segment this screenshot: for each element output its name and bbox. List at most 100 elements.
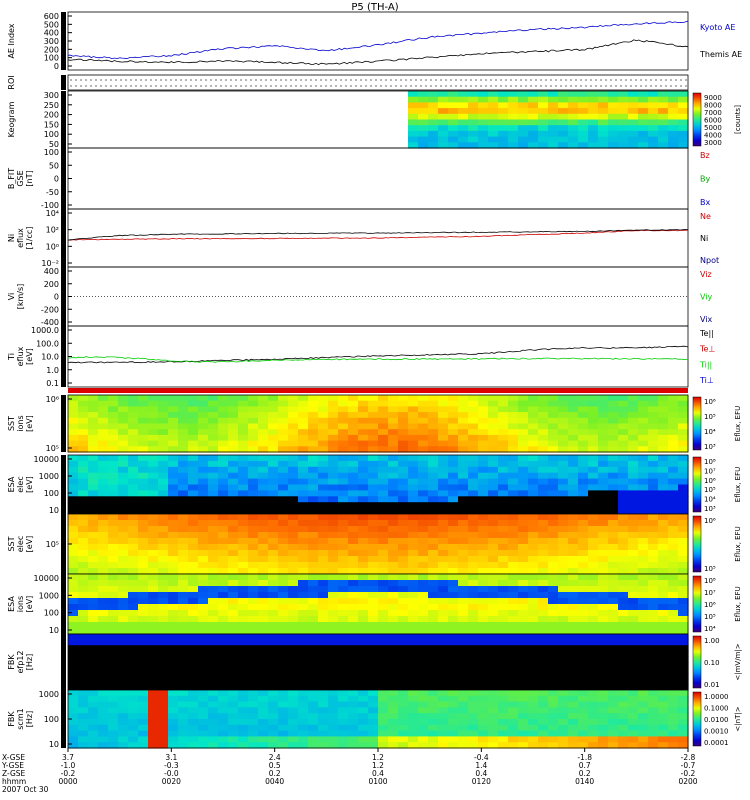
heat-cell — [528, 102, 539, 109]
heat-cell — [448, 455, 459, 462]
heat-cell — [608, 713, 619, 720]
heat-cell — [188, 678, 199, 685]
heat-cell — [588, 598, 599, 605]
heat-cell — [308, 724, 319, 732]
heat-cell — [638, 102, 649, 109]
heat-cell — [308, 713, 319, 720]
heat-cell — [208, 574, 219, 581]
heat-cell — [68, 598, 79, 605]
heat-cell — [228, 514, 239, 521]
roi-dot — [475, 79, 477, 81]
heat-cell — [158, 678, 169, 685]
heat-cell — [628, 556, 639, 563]
heat-cell — [558, 562, 569, 569]
roi-dot — [455, 79, 457, 81]
heat-cell — [428, 730, 439, 737]
heat-cell — [278, 678, 289, 685]
heat-cell — [198, 730, 209, 737]
heat-cell — [78, 395, 89, 402]
x-tick-label: 0.5 — [269, 761, 281, 770]
heat-cell — [278, 400, 289, 407]
heat-cell — [508, 695, 519, 703]
heat-cell — [628, 113, 639, 121]
heat-cell — [338, 455, 349, 462]
heat-cell — [578, 742, 589, 749]
heat-cell — [628, 568, 639, 575]
heat-cell — [198, 713, 209, 720]
heat-cell — [208, 592, 219, 599]
heat-cell — [648, 496, 659, 503]
heat-cell — [608, 520, 619, 527]
heat-cell — [608, 538, 619, 545]
heat-cell — [418, 490, 429, 497]
heat-cell — [368, 616, 379, 623]
heat-cell — [368, 695, 379, 703]
heat-cell — [678, 730, 689, 737]
heat-cell — [538, 719, 549, 726]
heat-cell — [638, 496, 649, 503]
heat-cell — [438, 102, 449, 109]
roi-dot — [400, 79, 402, 81]
heat-cell — [148, 496, 159, 503]
heat-cell — [448, 667, 459, 674]
heat-cell — [438, 598, 449, 605]
heat-cell — [598, 667, 609, 674]
heat-cell — [498, 550, 509, 557]
x-tick-label: 0100 — [368, 777, 387, 786]
heat-cell — [528, 526, 539, 533]
heat-cell — [468, 119, 479, 126]
heat-cell — [238, 690, 249, 697]
y-tick-label: 1000 — [39, 472, 59, 481]
heat-cell — [578, 695, 589, 703]
heat-cell — [378, 472, 389, 480]
heat-cell — [618, 417, 629, 425]
heat-cell — [478, 125, 489, 132]
heat-cell — [158, 724, 169, 732]
heat-cell — [248, 502, 259, 509]
heat-cell — [548, 455, 559, 462]
heat-cell — [258, 713, 269, 720]
heat-cell — [88, 502, 99, 509]
heat-cell — [638, 412, 649, 419]
heat-cell — [388, 673, 399, 680]
heat-cell — [618, 466, 629, 474]
heat-cell — [88, 496, 99, 503]
x-tick-label: -0.0 — [164, 769, 179, 778]
heat-cell — [288, 586, 299, 593]
heat-cell — [268, 568, 279, 575]
heat-cell — [398, 695, 409, 703]
heat-cell — [558, 656, 569, 663]
heat-cell — [118, 520, 129, 527]
roi-dot — [530, 85, 532, 87]
heat-cell — [308, 604, 319, 611]
heat-cell — [638, 550, 649, 557]
heat-cell — [518, 502, 529, 509]
heat-cell — [538, 662, 549, 669]
heat-cell — [658, 730, 669, 737]
heat-cell — [358, 496, 369, 503]
heat-cell — [468, 532, 479, 539]
heat-cell — [348, 434, 359, 442]
heat-cell — [588, 556, 599, 563]
heat-cell — [68, 634, 79, 641]
heat-cell — [258, 701, 269, 708]
heat-cell — [518, 434, 529, 442]
heat-cell — [468, 701, 479, 708]
heat-cell — [358, 719, 369, 726]
heat-cell — [438, 667, 449, 674]
heat-cell — [198, 490, 209, 497]
heat-cell — [678, 446, 689, 453]
heat-cell — [508, 719, 519, 726]
heat-cell — [398, 650, 409, 657]
heat-cell — [288, 667, 299, 674]
y-tick-label: 100 — [44, 609, 59, 618]
heat-cell — [648, 639, 659, 646]
heat-cell — [268, 478, 279, 486]
heat-cell — [558, 662, 569, 669]
heat-cell — [98, 639, 109, 646]
heat-cell — [438, 508, 449, 515]
heat-cell — [378, 508, 389, 515]
heat-cell — [98, 622, 109, 629]
heat-cell — [138, 434, 149, 442]
